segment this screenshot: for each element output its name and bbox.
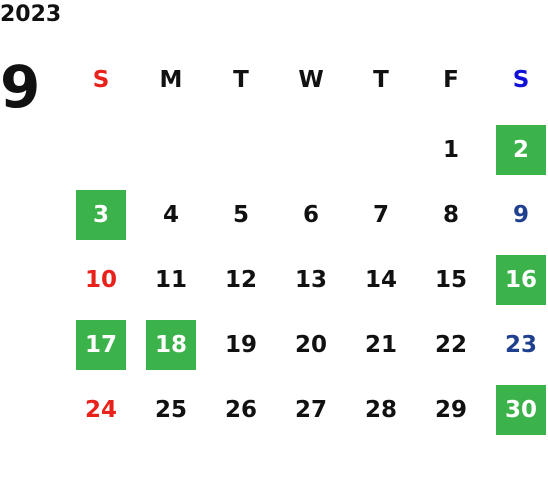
day: 21 [364,332,397,358]
day: 13 [294,267,327,293]
day: 7 [372,202,389,228]
highlighted-day: 16 [496,255,546,305]
day: 4 [162,202,179,228]
highlighted-day: 30 [496,385,546,435]
weekday-header: T [233,67,249,93]
day: 6 [302,202,319,228]
weekday-header: F [443,67,459,93]
weekday-header: S [512,67,530,93]
highlighted-day: 3 [76,190,126,240]
year: 2023 [0,2,62,27]
day: 26 [224,397,257,423]
day: 9 [512,202,529,228]
highlighted-day: 17 [76,320,126,370]
day: 14 [364,267,397,293]
day: 20 [294,332,327,358]
day: 22 [434,332,467,358]
day: 15 [434,267,467,293]
day: 10 [84,267,117,293]
day: 12 [224,267,257,293]
highlighted-day: 2 [496,125,546,175]
day: 8 [442,202,459,228]
highlighted-day: 18 [146,320,196,370]
day: 29 [434,397,467,423]
weekday-header: T [373,67,389,93]
month: 9 [0,53,41,121]
day: 28 [364,397,397,423]
day: 11 [154,267,187,293]
day: 27 [294,397,327,423]
weekday-header: S [92,67,110,93]
day: 24 [84,397,117,423]
weekday-header: M [159,67,183,93]
day: 19 [224,332,257,358]
day: 23 [504,332,537,358]
day: 5 [232,202,249,228]
weekday-header: W [298,67,324,93]
day: 25 [154,397,187,423]
day: 1 [442,137,459,163]
